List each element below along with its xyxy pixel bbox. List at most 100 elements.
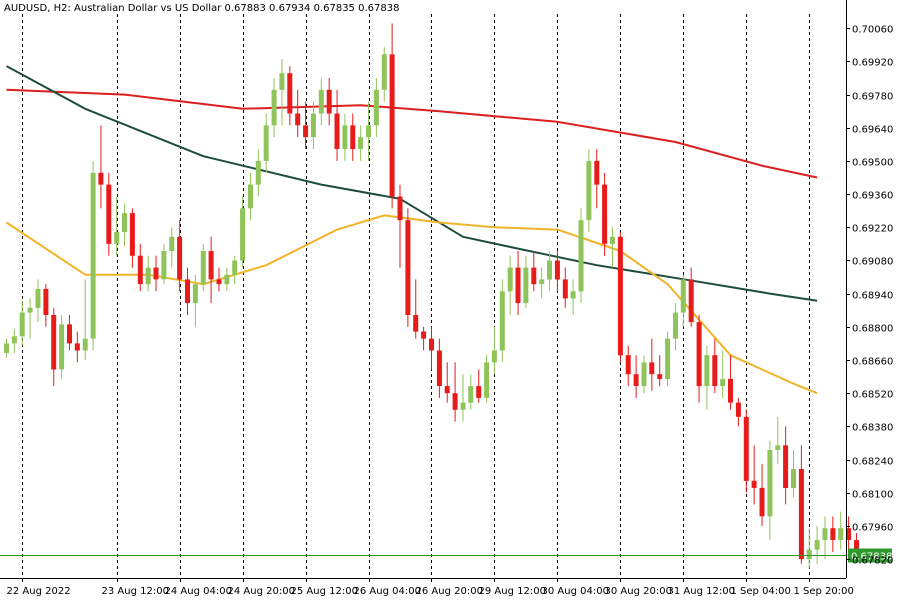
candle xyxy=(271,77,277,138)
ma-red-line xyxy=(6,88,818,179)
candle xyxy=(421,326,427,351)
candle-body xyxy=(452,393,458,410)
x-tick-label: 26 Aug 20:00 xyxy=(416,586,483,597)
candle xyxy=(680,274,686,327)
x-tick-label: 23 Aug 12:00 xyxy=(102,586,169,597)
candle-body xyxy=(484,362,490,398)
candle xyxy=(460,374,466,422)
candle xyxy=(617,232,623,363)
candle xyxy=(743,409,749,493)
candle xyxy=(51,307,57,387)
candle xyxy=(43,284,49,327)
candle xyxy=(720,350,726,398)
y-tick-label: 0.67960 xyxy=(852,523,893,534)
y-tick-label: 0.68520 xyxy=(852,390,893,401)
candle xyxy=(342,113,348,161)
candle xyxy=(240,196,246,268)
candle xyxy=(358,125,364,161)
candle xyxy=(775,416,781,465)
x-tick-label: 1 Sep 20:00 xyxy=(794,586,854,597)
candle-body xyxy=(554,260,560,280)
candle xyxy=(791,450,796,498)
candle-body xyxy=(192,284,198,304)
x-tick-label: 24 Aug 20:00 xyxy=(228,586,295,597)
candle-body xyxy=(491,350,497,363)
y-tick-label: 0.70060 xyxy=(852,25,893,36)
candle-body xyxy=(358,137,364,149)
candle-body xyxy=(696,322,702,387)
candle xyxy=(310,101,316,150)
candle-body xyxy=(854,540,859,555)
candle xyxy=(436,338,442,398)
candle xyxy=(185,267,190,315)
candle xyxy=(200,243,206,292)
y-tick-label: 0.68800 xyxy=(852,324,893,335)
candle-body xyxy=(114,232,120,244)
candle xyxy=(814,525,820,564)
candle xyxy=(303,101,309,150)
candle xyxy=(137,243,143,292)
candle-body xyxy=(791,469,796,488)
candle xyxy=(633,355,639,398)
candle xyxy=(704,345,710,410)
candle-body xyxy=(200,251,206,285)
candle xyxy=(405,208,411,327)
candle-body xyxy=(562,279,568,299)
candle xyxy=(208,236,214,304)
candle xyxy=(712,338,718,394)
candle-body xyxy=(310,113,316,138)
candle xyxy=(389,23,395,209)
candle xyxy=(177,220,183,292)
candle-body xyxy=(153,267,159,280)
candle-body xyxy=(129,213,135,256)
candle xyxy=(295,89,301,138)
candle-body xyxy=(460,402,466,410)
candle xyxy=(122,203,127,247)
candle xyxy=(397,184,403,268)
candle xyxy=(806,528,812,569)
candle-body xyxy=(295,113,301,126)
candle-body xyxy=(90,172,96,339)
candle xyxy=(649,338,655,391)
candle xyxy=(4,338,9,358)
candle-body xyxy=(735,402,741,417)
candle-body xyxy=(208,251,214,280)
candle-body xyxy=(373,89,379,126)
candle-body xyxy=(602,184,608,244)
candle-body xyxy=(303,125,309,138)
chart-title: AUDUSD, H2: Australian Dollar vs US Doll… xyxy=(4,3,400,14)
candle-body xyxy=(279,73,285,90)
candle xyxy=(586,149,592,233)
candle-body xyxy=(263,125,269,161)
candle-body xyxy=(287,73,293,114)
ma-dark-green-line xyxy=(6,65,818,302)
candle-body xyxy=(27,307,33,313)
candle xyxy=(751,445,757,505)
candle-body xyxy=(67,324,72,344)
candle xyxy=(287,66,293,126)
candle xyxy=(192,274,198,327)
y-tick-label: 0.68940 xyxy=(852,291,893,302)
x-tick-label: 25 Aug 12:00 xyxy=(291,586,358,597)
candle-body xyxy=(43,288,49,315)
candle xyxy=(318,77,324,126)
candle-body xyxy=(224,274,230,285)
candle xyxy=(798,445,804,564)
candle xyxy=(507,255,513,315)
candle xyxy=(735,397,741,427)
x-tick-label: 30 Aug 20:00 xyxy=(605,586,672,597)
candle-body xyxy=(366,125,371,138)
candle xyxy=(429,326,434,370)
candle-body xyxy=(720,378,726,386)
candle-body xyxy=(436,350,442,386)
x-tick-label: 24 Aug 04:00 xyxy=(165,586,232,597)
candle-body xyxy=(523,267,529,304)
candle-body xyxy=(137,255,143,285)
x-tick-label: 31 Aug 12:00 xyxy=(668,586,735,597)
candle xyxy=(413,279,419,339)
candle xyxy=(161,243,167,285)
candle-body xyxy=(783,445,789,488)
y-tick-label: 0.68100 xyxy=(852,490,893,501)
